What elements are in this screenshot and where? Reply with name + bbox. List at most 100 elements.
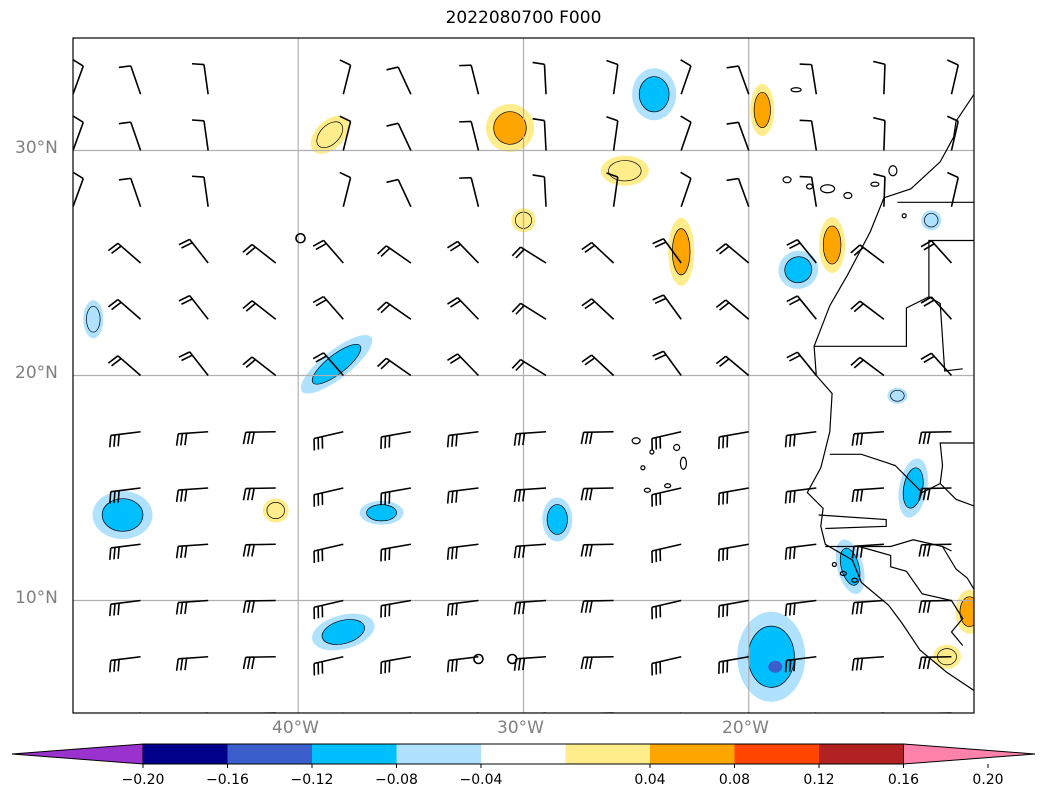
wind-barb <box>447 240 480 264</box>
barb-shaft <box>796 295 817 320</box>
wind-barb <box>784 655 817 673</box>
wind-barb <box>380 599 412 618</box>
wind-barb <box>718 430 749 449</box>
barb-shaft <box>853 487 884 491</box>
barb-flag <box>522 658 526 671</box>
barb-flag <box>726 121 739 125</box>
barb-flag <box>178 238 191 246</box>
colorbar-tick-label: 0.20 <box>972 772 1003 788</box>
wind-barb <box>459 64 480 95</box>
anomaly-region <box>359 500 404 525</box>
wind-barb <box>583 712 614 713</box>
barb-flag <box>522 601 526 615</box>
coastline <box>858 545 964 646</box>
barb-shaft <box>470 64 480 95</box>
colorbar-segment <box>143 744 228 764</box>
barb-flag <box>726 65 739 69</box>
barb-shaft <box>719 430 749 438</box>
barb-flag <box>793 603 796 616</box>
barb-flag <box>784 660 788 673</box>
wind-barb <box>377 357 412 377</box>
barb-shaft <box>43 713 73 718</box>
barb-flag <box>517 658 522 671</box>
barb-flag <box>584 600 589 613</box>
wind-barb <box>580 599 614 613</box>
wind-barb <box>873 173 886 207</box>
wind-barb <box>245 712 276 713</box>
barb-flag <box>181 715 183 727</box>
barb-shaft <box>313 487 344 496</box>
wind-barb <box>513 430 547 446</box>
barb-flag <box>580 657 585 670</box>
barb-flag <box>680 171 692 180</box>
barb-flag <box>251 431 255 445</box>
barb-shaft <box>583 543 614 546</box>
barb-flag <box>517 489 522 502</box>
wind-barb <box>606 172 619 207</box>
barb-shaft <box>130 121 142 151</box>
barb-flag <box>922 600 927 613</box>
barb-flag <box>242 432 247 445</box>
barb-flag <box>246 432 251 445</box>
barb-flag <box>312 295 325 304</box>
barb-shaft <box>397 122 412 151</box>
barb-shaft <box>583 655 614 659</box>
wind-barb <box>447 296 480 320</box>
barb-shaft <box>178 543 209 548</box>
barb-flag <box>922 544 927 557</box>
wind-barb <box>377 301 412 320</box>
wind-barb <box>651 599 682 620</box>
barb-shaft <box>73 544 74 546</box>
barb-shaft <box>921 655 952 659</box>
barb-shaft <box>543 176 547 207</box>
wind-barb <box>109 543 141 560</box>
barb-shaft <box>178 430 209 435</box>
barb-shaft <box>853 655 884 660</box>
barb-shaft <box>245 487 276 490</box>
barb-flag <box>511 302 522 313</box>
wind-barb <box>651 430 682 451</box>
barb-flag <box>451 491 454 504</box>
island <box>673 443 681 452</box>
barb-shaft <box>313 655 344 665</box>
wind-barb <box>680 115 692 151</box>
barb-shaft <box>719 487 749 494</box>
wind-barb <box>446 430 479 448</box>
barb-flag <box>246 544 251 557</box>
barb-flag <box>786 351 798 359</box>
barb-flag <box>532 174 545 178</box>
barb-shaft <box>130 178 142 208</box>
barb-shaft <box>520 246 547 264</box>
lon-label-20w: 20°W <box>722 718 769 738</box>
barb-flag <box>920 240 932 248</box>
wind-barb <box>809 712 817 713</box>
wind-barb <box>43 306 74 320</box>
barb-shaft <box>110 430 141 437</box>
barb-flag <box>107 242 119 252</box>
barb-shaft <box>725 299 750 320</box>
barb-shaft <box>245 430 276 434</box>
barb-shaft <box>313 599 344 609</box>
wind-barb <box>191 119 209 151</box>
barb-shaft <box>245 599 276 602</box>
barb-flag <box>242 356 253 366</box>
barb-flag <box>793 546 796 559</box>
barb-shaft <box>178 487 209 491</box>
barb-flag <box>178 294 191 302</box>
anomaly-region <box>737 611 806 702</box>
wind-barb <box>581 241 615 264</box>
barb-shaft <box>397 179 412 208</box>
barb-flag <box>719 358 730 367</box>
barb-flag <box>315 299 327 307</box>
barb-shaft <box>853 599 884 604</box>
barb-flag <box>918 432 923 445</box>
coastline-layer <box>631 87 974 691</box>
wind-barb <box>715 243 750 264</box>
barb-shaft <box>110 655 141 662</box>
barb-flag <box>581 354 593 363</box>
anomaly-inner-fill <box>890 389 905 402</box>
anomaly-inner-fill <box>671 228 691 276</box>
anomaly-core <box>768 660 783 673</box>
barb-flag <box>43 306 51 315</box>
barb-shaft <box>591 298 615 320</box>
